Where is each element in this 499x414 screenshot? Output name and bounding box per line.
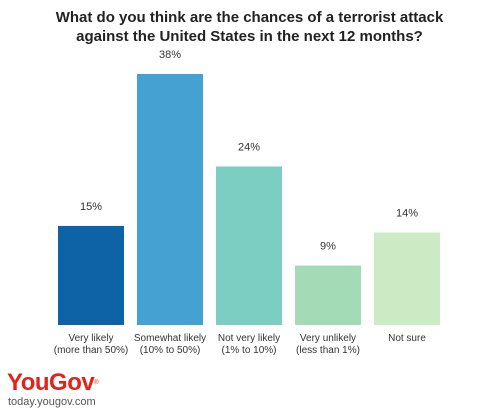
bar-5 [374,232,440,325]
logo-registered-mark: ® [94,380,99,386]
bar-1 [58,225,124,325]
category-label-3-line-1: Not very likely [218,333,280,344]
chart-title-line-1: What do you think are the chances of a t… [55,9,444,26]
category-label-4-line-1: Very unlikely [300,333,356,344]
value-label-5: 14% [396,208,418,220]
category-label-4-line-2: (less than 1%) [296,345,360,356]
category-label-2-line-1: Somewhat likely [134,333,206,344]
chart-title-line-2: against the United States in the next 12… [76,28,423,45]
category-label-5-line-1: Not sure [388,333,426,344]
category-label-1-line-2: (more than 50%) [54,345,128,356]
bar-4 [295,265,361,325]
source-url: today.yougov.com [8,396,96,408]
value-label-1: 15% [80,201,102,213]
value-label-4: 9% [320,241,336,253]
bar-2 [137,74,203,325]
logo-text: YouGov [7,369,95,396]
value-label-3: 24% [238,141,260,153]
category-label-1-line-1: Very likely [68,333,113,344]
value-label-2: 38% [159,49,181,61]
chart-title: What do you think are the chances of a t… [0,8,499,46]
bar-3 [216,166,282,325]
category-label-3-line-2: (1% to 10%) [221,345,276,356]
category-label-2-line-2: (10% to 50%) [140,345,201,356]
yougov-logo: YouGov® [7,369,99,396]
